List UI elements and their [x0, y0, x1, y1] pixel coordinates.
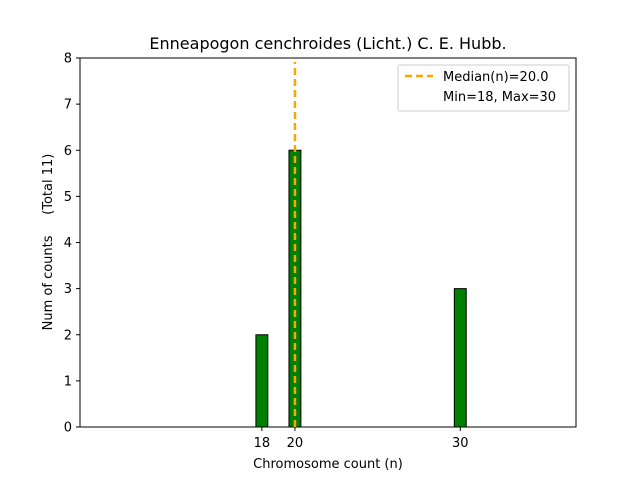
- y-axis-label: Num of counts (Total 11): [41, 154, 56, 331]
- bar-n-18: [255, 334, 269, 428]
- y-tick-label: 3: [64, 282, 72, 297]
- y-tick-label: 1: [64, 374, 72, 389]
- legend-box: [397, 64, 570, 112]
- legend-median-label: Median(n)=20.0: [443, 70, 549, 85]
- bar-n-30: [453, 288, 467, 428]
- x-tick-label: 20: [287, 436, 304, 451]
- y-tick-label: 7: [64, 98, 72, 113]
- x-tick-label: 30: [452, 436, 469, 451]
- legend: Median(n)=20.0 Min=18, Max=30: [397, 64, 570, 112]
- x-axis-label: Chromosome count (n): [253, 457, 403, 472]
- x-tick-label: 18: [254, 436, 271, 451]
- legend-range-label: Min=18, Max=30: [443, 90, 556, 105]
- y-tick-label: 0: [64, 421, 72, 436]
- y-tick-label: 6: [64, 144, 72, 159]
- plot-area-frame: [79, 57, 577, 428]
- y-tick-label: 2: [64, 328, 72, 343]
- y-tick-label: 5: [64, 190, 72, 205]
- y-tick-label: 8: [64, 52, 72, 67]
- chart-title: Enneapogon cenchroides (Licht.) C. E. Hu…: [149, 34, 506, 53]
- y-tick-label: 4: [64, 236, 72, 251]
